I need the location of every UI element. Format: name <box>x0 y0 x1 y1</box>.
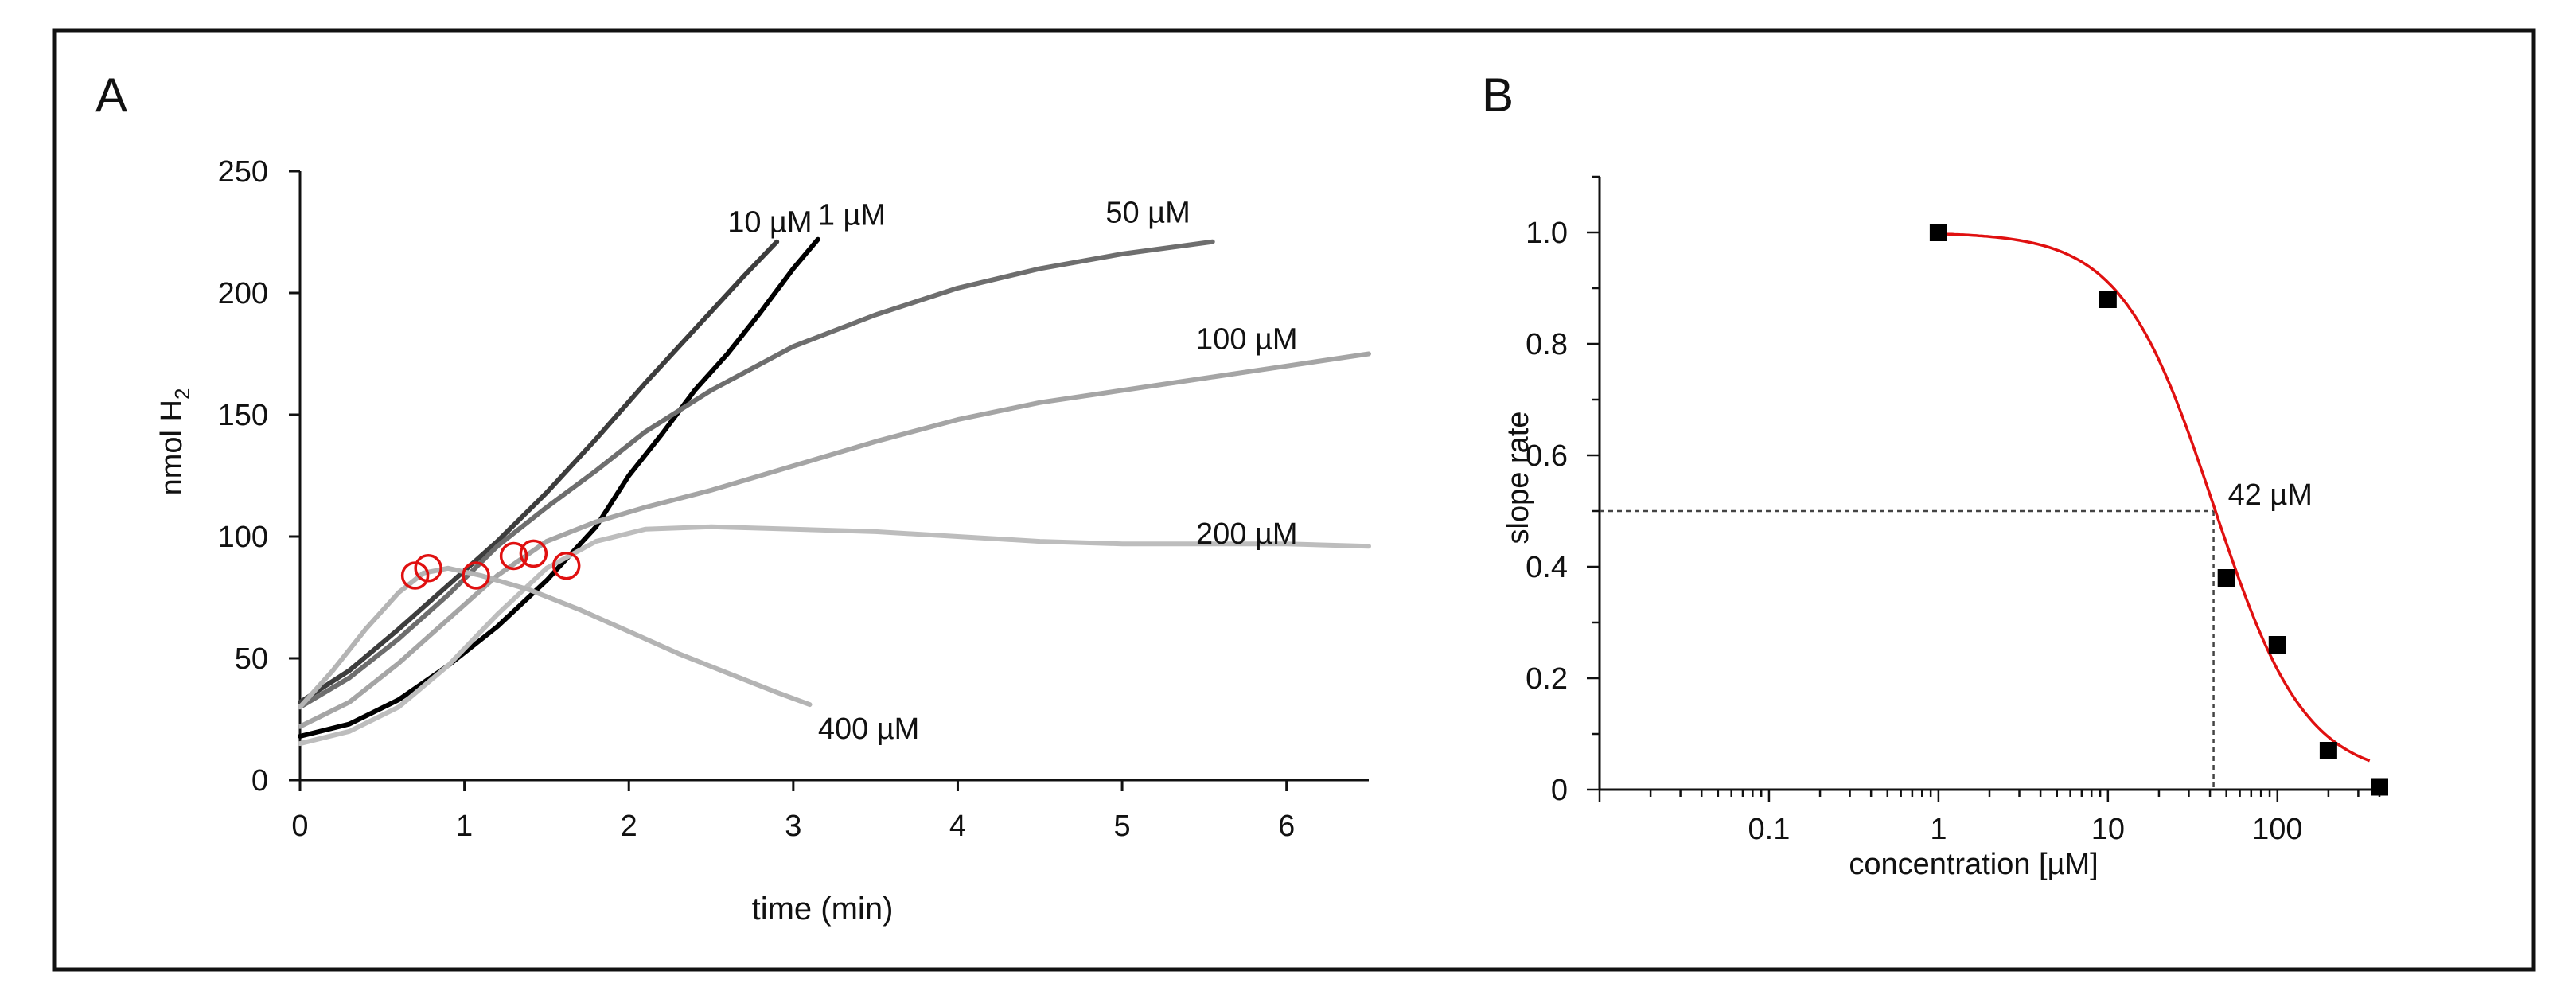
y-axis-title-main-a: nmol H <box>155 400 189 495</box>
data-point-4 <box>2319 742 2337 759</box>
series-line-5 <box>298 565 813 710</box>
panel-label-a: A <box>95 68 127 122</box>
x-tick-label-b: 0.1 <box>1748 813 1791 846</box>
y-tick-label-b: 0.6 <box>1526 439 1568 473</box>
y-tick-label-b: 0.4 <box>1526 551 1568 584</box>
y-tick-label-b: 0.2 <box>1526 662 1568 696</box>
y-axis-title-a: nmol H2 <box>155 388 194 496</box>
y-axis-title-sub-a: 2 <box>170 388 194 400</box>
data-point-0 <box>1929 224 1947 241</box>
series-label-2: 50 µM <box>1105 196 1190 229</box>
x-tick-label-a: 6 <box>1278 810 1295 843</box>
data-point-2 <box>2217 569 2235 587</box>
red-circle-marker-2 <box>462 561 490 590</box>
data-point-3 <box>2268 636 2286 654</box>
figure-border <box>52 28 2536 972</box>
series-line-2 <box>298 239 1215 710</box>
series-line-1 <box>298 236 820 739</box>
red-circle-marker-0 <box>400 561 430 590</box>
fit-curve <box>1938 232 2371 763</box>
x-tick-label-a: 2 <box>621 810 637 843</box>
y-tick-label-a: 100 <box>218 521 268 554</box>
red-circle-marker-5 <box>551 551 581 580</box>
data-point-5 <box>2371 778 2388 796</box>
y-tick-label-a: 0 <box>251 764 268 798</box>
y-axis-title-b: slope rate <box>1502 412 1535 544</box>
x-tick-label-a: 5 <box>1114 810 1131 843</box>
series-line-0 <box>298 239 780 705</box>
x-tick-label-a: 0 <box>291 810 308 843</box>
red-circle-marker-3 <box>499 541 528 571</box>
panel-label-b: B <box>1482 68 1514 122</box>
y-tick-label-a: 150 <box>218 399 268 432</box>
series-label-0: 10 µM <box>727 206 812 240</box>
y-tick-label-a: 50 <box>235 642 268 676</box>
y-tick-label-b: 1.0 <box>1526 217 1568 250</box>
y-tick-label-b: 0 <box>1551 774 1568 807</box>
x-tick-label-a: 4 <box>949 810 966 843</box>
x-tick-label-a: 1 <box>456 810 473 843</box>
series-label-3: 100 µM <box>1196 322 1298 356</box>
data-point-1 <box>2099 291 2117 308</box>
series-label-5: 400 µM <box>818 712 920 746</box>
ic50-annotation: 42 µM <box>2228 478 2313 512</box>
x-tick-label-b: 1 <box>1930 813 1947 846</box>
y-tick-label-b: 0.8 <box>1526 328 1568 361</box>
series-label-1: 1 µM <box>818 198 886 232</box>
x-tick-label-b: 100 <box>2252 813 2302 846</box>
red-circle-marker-1 <box>414 554 442 583</box>
red-circle-marker-4 <box>519 539 548 568</box>
x-axis-title-a: time (min) <box>752 892 894 927</box>
series-label-4: 200 µM <box>1196 517 1298 551</box>
x-tick-label-b: 10 <box>2091 813 2125 846</box>
y-tick-label-a: 200 <box>218 277 268 310</box>
chart-b: 0.1 1 10 100 0 0.2 0.4 0.6 0.8 1.0 concentration [… <box>1502 175 2388 881</box>
x-tick-label-a: 3 <box>785 810 801 843</box>
series-line-4 <box>298 524 1371 747</box>
x-axis-title-b: concentration [µM] <box>1849 848 2098 881</box>
series-line-3 <box>298 351 1371 729</box>
y-tick-label-a: 250 <box>218 155 268 189</box>
